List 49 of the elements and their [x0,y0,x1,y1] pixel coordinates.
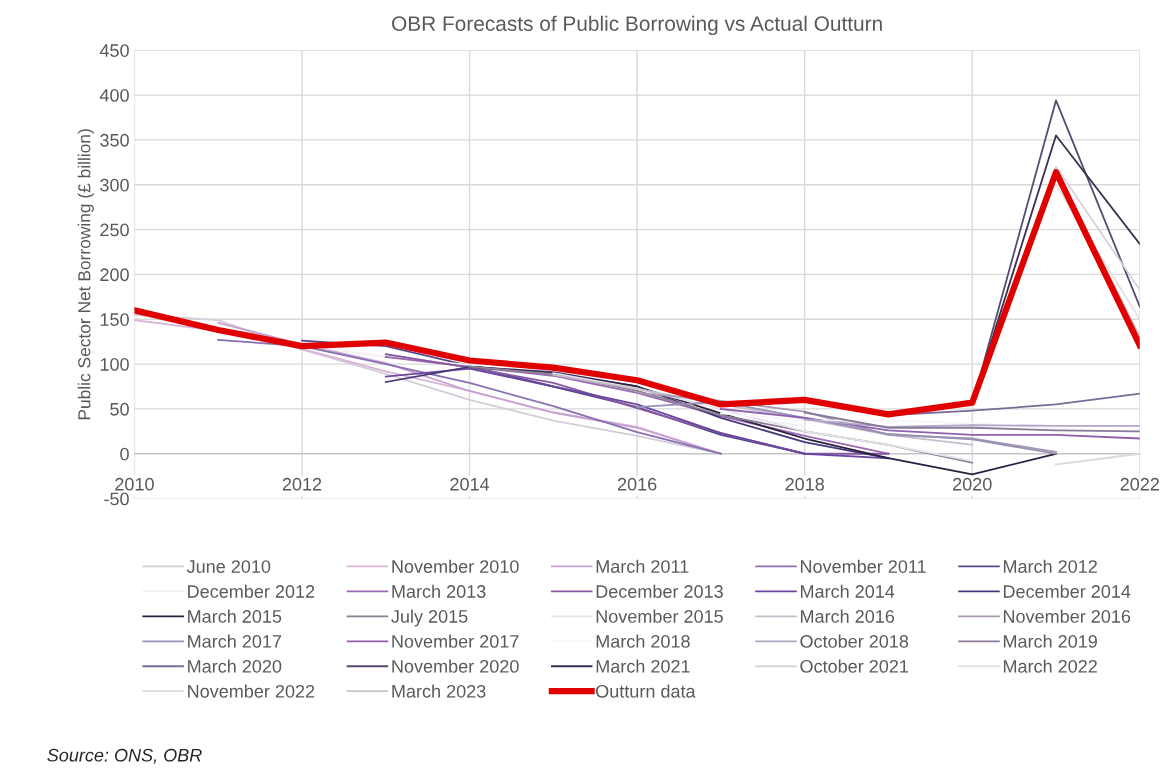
legend-label: March 2015 [188,609,282,623]
legend-label: Outturn data [596,684,696,698]
x-tick-label: 2014 [450,477,490,491]
y-tick-label: 200 [100,268,129,282]
legend-label: July 2015 [391,609,468,627]
y-tick-label: 100 [100,358,129,371]
legend-label: November 2010 [392,559,519,573]
y-tick-label: 450 [99,44,129,57]
x-tick-label: 2018 [785,477,824,491]
y-axis-title: Public Sector Net Borrowing (£ billion) [77,129,94,420]
legend-label: November 2015 [596,609,723,623]
legend-label: December 2014 [1003,584,1131,598]
legend-label: March 2016 [800,609,895,623]
legend-label: June 2010 [186,560,271,573]
legend-label: December 2013 [596,584,723,598]
legend-label: December 2012 [188,584,315,598]
x-tick-label: 2022 [1120,477,1159,491]
x-tick-label: 2020 [953,477,992,491]
legend-label: November 2022 [188,684,315,698]
y-tick-label: 400 [99,89,129,102]
y-tick-label: 350 [100,133,129,147]
source-note: Source: ONS, OBR [47,748,202,764]
legend-label: March 2018 [596,634,690,648]
legend-label: March 2021 [596,659,690,673]
y-tick-label: 0 [120,447,129,461]
legend-label: March 2022 [1003,659,1097,673]
x-tick-label: 2016 [617,477,657,491]
legend-label: March 2019 [1003,634,1097,648]
legend-label: November 2020 [392,659,519,673]
legend-label: November 2016 [1003,609,1131,623]
y-tick-label: 250 [100,223,129,237]
legend-label: March 2012 [1003,559,1097,573]
legend-label: March 2023 [392,684,486,698]
y-tick-label: 300 [100,178,129,192]
y-tick-label: 150 [100,313,129,326]
legend-label: March 2014 [800,584,895,598]
legend-label: November 2011 [800,559,926,573]
y-tick-label: -50 [104,492,129,506]
legend-label: March 2011 [596,559,689,573]
x-tick-label: 2010 [115,477,154,491]
legend-label: October 2021 [800,659,909,673]
x-tick-label: 2012 [282,477,322,491]
legend-label: March 2013 [392,584,486,598]
legend-label: October 2018 [800,634,909,648]
legend-label: March 2020 [188,659,282,673]
legend-label: March 2017 [188,634,282,648]
y-tick-label: 50 [110,402,129,416]
legend-label: November 2017 [392,634,519,648]
chart-title: OBR Forecasts of Public Borrowing vs Actual Outturn [392,15,882,36]
